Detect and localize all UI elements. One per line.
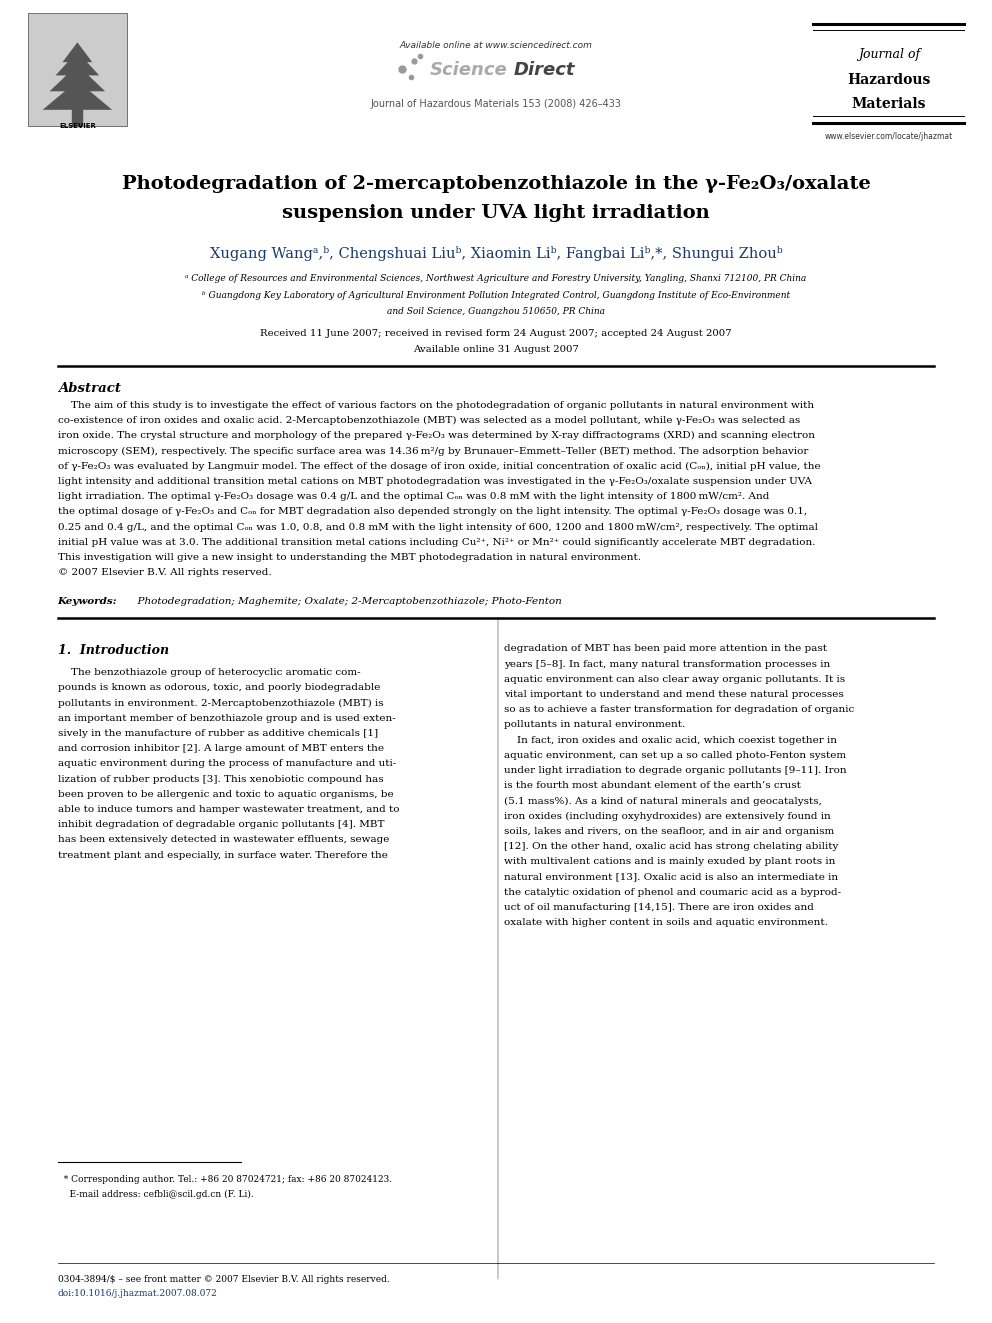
- Text: Journal of: Journal of: [858, 48, 920, 61]
- Text: suspension under UVA light irradiation: suspension under UVA light irradiation: [282, 204, 710, 222]
- Text: co-existence of iron oxides and oxalic acid. 2-Mercaptobenzothiazole (MBT) was s: co-existence of iron oxides and oxalic a…: [58, 415, 800, 425]
- Text: ELSEVIER: ELSEVIER: [59, 123, 96, 130]
- Text: In fact, iron oxides and oxalic acid, which coexist together in: In fact, iron oxides and oxalic acid, wh…: [504, 736, 837, 745]
- Bar: [28, 13, 127, 126]
- Text: www.elsevier.com/locate/jhazmat: www.elsevier.com/locate/jhazmat: [824, 132, 953, 142]
- Text: [12]. On the other hand, oxalic acid has strong chelating ability: [12]. On the other hand, oxalic acid has…: [504, 843, 838, 851]
- Text: pollutants in environment. 2-Mercaptobenzothiazole (MBT) is: pollutants in environment. 2-Mercaptoben…: [58, 699, 383, 708]
- Text: iron oxides (including oxyhydroxides) are extensively found in: iron oxides (including oxyhydroxides) ar…: [504, 812, 830, 820]
- Text: initial pH value was at 3.0. The additional transition metal cations including C: initial pH value was at 3.0. The additio…: [58, 537, 815, 546]
- Text: Photodegradation of 2-mercaptobenzothiazole in the γ-Fe₂O₃/oxalate: Photodegradation of 2-mercaptobenzothiaz…: [122, 175, 870, 193]
- Text: Received 11 June 2007; received in revised form 24 August 2007; accepted 24 Augu: Received 11 June 2007; received in revis…: [260, 329, 732, 339]
- Text: iron oxide. The crystal structure and morphology of the prepared γ-Fe₂O₃ was det: iron oxide. The crystal structure and mo…: [58, 431, 814, 441]
- Text: Xugang Wangᵃ,ᵇ, Chengshuai Liuᵇ, Xiaomin Liᵇ, Fangbai Liᵇ,*, Shungui Zhouᵇ: Xugang Wangᵃ,ᵇ, Chengshuai Liuᵇ, Xiaomin…: [209, 246, 783, 261]
- Text: vital important to understand and mend these natural processes: vital important to understand and mend t…: [504, 691, 843, 699]
- Text: an important member of benzothiazole group and is used exten-: an important member of benzothiazole gro…: [58, 714, 395, 722]
- Text: Direct: Direct: [514, 61, 575, 79]
- Text: Materials: Materials: [851, 97, 927, 111]
- Text: soils, lakes and rivers, on the seafloor, and in air and organism: soils, lakes and rivers, on the seafloor…: [504, 827, 834, 836]
- Text: oxalate with higher content in soils and aquatic environment.: oxalate with higher content in soils and…: [504, 918, 827, 927]
- Text: This investigation will give a new insight to understanding the MBT photodegrada: This investigation will give a new insig…: [58, 553, 641, 562]
- Text: the optimal dosage of γ-Fe₂O₃ and Cₒₙ for MBT degradation also depended strongly: the optimal dosage of γ-Fe₂O₃ and Cₒₙ fo…: [58, 507, 806, 516]
- Text: Abstract: Abstract: [58, 382, 121, 396]
- Text: The aim of this study is to investigate the effect of various factors on the pho: The aim of this study is to investigate …: [58, 401, 813, 410]
- Text: treatment plant and especially, in surface water. Therefore the: treatment plant and especially, in surfa…: [58, 851, 388, 860]
- Text: Journal of Hazardous Materials 153 (2008) 426–433: Journal of Hazardous Materials 153 (2008…: [370, 99, 622, 110]
- Polygon shape: [50, 65, 105, 91]
- Text: light irradiation. The optimal γ-Fe₂O₃ dosage was 0.4 g/L and the optimal Cₒₙ wa: light irradiation. The optimal γ-Fe₂O₃ d…: [58, 492, 769, 501]
- Text: years [5–8]. In fact, many natural transformation processes in: years [5–8]. In fact, many natural trans…: [504, 660, 830, 668]
- Text: light intensity and additional transition metal cations on MBT photodegradation : light intensity and additional transitio…: [58, 478, 811, 486]
- Text: Keywords:: Keywords:: [58, 597, 117, 606]
- Text: natural environment [13]. Oxalic acid is also an intermediate in: natural environment [13]. Oxalic acid is…: [504, 873, 838, 881]
- Text: aquatic environment can also clear away organic pollutants. It is: aquatic environment can also clear away …: [504, 675, 845, 684]
- Text: lization of rubber products [3]. This xenobiotic compound has: lization of rubber products [3]. This xe…: [58, 774, 383, 783]
- Text: pollutants in natural environment.: pollutants in natural environment.: [504, 720, 685, 729]
- Text: so as to achieve a faster transformation for degradation of organic: so as to achieve a faster transformation…: [504, 705, 854, 714]
- Text: Photodegradation; Maghemite; Oxalate; 2-Mercaptobenzothiazole; Photo-Fenton: Photodegradation; Maghemite; Oxalate; 2-…: [131, 597, 561, 606]
- Polygon shape: [43, 81, 112, 110]
- Text: has been extensively detected in wastewater effluents, sewage: has been extensively detected in wastewa…: [58, 836, 389, 844]
- Text: Science: Science: [430, 61, 507, 79]
- Polygon shape: [62, 42, 92, 62]
- Text: Available online at www.sciencedirect.com: Available online at www.sciencedirect.co…: [400, 41, 592, 50]
- Text: E-mail address: cefbli@scil.gd.cn (F. Li).: E-mail address: cefbli@scil.gd.cn (F. Li…: [58, 1189, 253, 1199]
- Text: Hazardous: Hazardous: [847, 73, 930, 87]
- Text: doi:10.1016/j.jhazmat.2007.08.072: doi:10.1016/j.jhazmat.2007.08.072: [58, 1289, 217, 1298]
- Text: ᵃ College of Resources and Environmental Sciences, Northwest Agriculture and For: ᵃ College of Resources and Environmental…: [186, 274, 806, 283]
- Polygon shape: [56, 52, 99, 75]
- Text: aquatic environment, can set up a so called photo-Fenton system: aquatic environment, can set up a so cal…: [504, 751, 846, 759]
- Text: inhibit degradation of degradable organic pollutants [4]. MBT: inhibit degradation of degradable organi…: [58, 820, 384, 830]
- Text: 0.25 and 0.4 g/L, and the optimal Cₒₙ was 1.0, 0.8, and 0.8 mM with the light in: 0.25 and 0.4 g/L, and the optimal Cₒₙ wa…: [58, 523, 817, 532]
- Text: under light irradiation to degrade organic pollutants [9–11]. Iron: under light irradiation to degrade organ…: [504, 766, 846, 775]
- Text: of γ-Fe₂O₃ was evaluated by Langmuir model. The effect of the dosage of iron oxi: of γ-Fe₂O₃ was evaluated by Langmuir mod…: [58, 462, 820, 471]
- Text: been proven to be allergenic and toxic to aquatic organisms, be: been proven to be allergenic and toxic t…: [58, 790, 393, 799]
- Text: aquatic environment during the process of manufacture and uti-: aquatic environment during the process o…: [58, 759, 396, 769]
- Text: 0304-3894/$ – see front matter © 2007 Elsevier B.V. All rights reserved.: 0304-3894/$ – see front matter © 2007 El…: [58, 1275, 389, 1285]
- Text: sively in the manufacture of rubber as additive chemicals [1]: sively in the manufacture of rubber as a…: [58, 729, 378, 738]
- Text: able to induce tumors and hamper wastewater treatment, and to: able to induce tumors and hamper wastewa…: [58, 804, 399, 814]
- Text: (5.1 mass%). As a kind of natural minerals and geocatalysts,: (5.1 mass%). As a kind of natural minera…: [504, 796, 821, 806]
- Text: degradation of MBT has been paid more attention in the past: degradation of MBT has been paid more at…: [504, 644, 827, 654]
- Text: the catalytic oxidation of phenol and coumaric acid as a byprod-: the catalytic oxidation of phenol and co…: [504, 888, 841, 897]
- Text: with multivalent cations and is mainly exuded by plant roots in: with multivalent cations and is mainly e…: [504, 857, 835, 867]
- Text: pounds is known as odorous, toxic, and poorly biodegradable: pounds is known as odorous, toxic, and p…: [58, 683, 380, 692]
- Text: © 2007 Elsevier B.V. All rights reserved.: © 2007 Elsevier B.V. All rights reserved…: [58, 569, 271, 577]
- Text: Available online 31 August 2007: Available online 31 August 2007: [413, 345, 579, 355]
- Text: and Soil Science, Guangzhou 510650, PR China: and Soil Science, Guangzhou 510650, PR C…: [387, 307, 605, 316]
- Text: uct of oil manufacturing [14,15]. There are iron oxides and: uct of oil manufacturing [14,15]. There …: [504, 904, 813, 912]
- Text: The benzothiazole group of heterocyclic aromatic com-: The benzothiazole group of heterocyclic …: [58, 668, 360, 677]
- Text: and corrosion inhibitor [2]. A large amount of MBT enters the: and corrosion inhibitor [2]. A large amo…: [58, 744, 384, 753]
- Text: is the fourth most abundant element of the earth’s crust: is the fourth most abundant element of t…: [504, 781, 801, 790]
- Text: * Corresponding author. Tel.: +86 20 87024721; fax: +86 20 87024123.: * Corresponding author. Tel.: +86 20 870…: [58, 1175, 392, 1184]
- Text: 1.  Introduction: 1. Introduction: [58, 644, 169, 658]
- Text: microscopy (SEM), respectively. The specific surface area was 14.36 m²/g by Brun: microscopy (SEM), respectively. The spec…: [58, 447, 807, 455]
- Text: ᵇ Guangdong Key Laboratory of Agricultural Environment Pollution Integrated Cont: ᵇ Guangdong Key Laboratory of Agricultur…: [202, 291, 790, 300]
